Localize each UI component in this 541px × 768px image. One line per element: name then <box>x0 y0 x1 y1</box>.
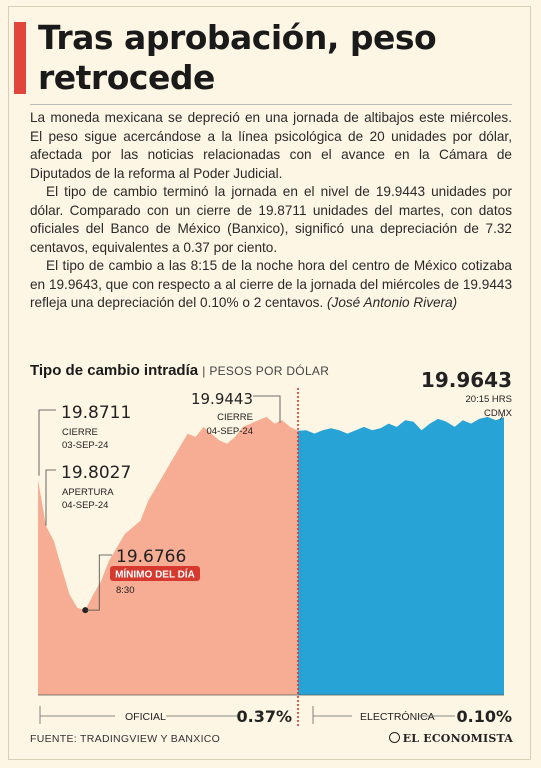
label-electronica-line1: 20:15 HRS <box>466 394 512 405</box>
label-apertura-line1: APERTURA <box>62 487 114 498</box>
author-credit: (José Antonio Rivera) <box>327 295 458 310</box>
chart-subtitle: | PESOS POR DÓLAR <box>202 364 330 378</box>
footer-pct-electronica: 0.10% <box>456 707 512 726</box>
chart-title-text: Tipo de cambio intradía <box>30 362 199 379</box>
paragraph-3: El tipo de cambio a las 8:15 de la noche… <box>30 257 512 313</box>
article-body: La moneda mexicana se depreció en una jo… <box>30 109 512 313</box>
leader-apertura <box>45 469 56 526</box>
leader-cierre-prev <box>38 409 56 476</box>
label-minimo-time: 8:30 <box>116 585 135 596</box>
label-electronica-line2: CDMX <box>484 408 513 419</box>
leader-minimo <box>85 554 112 611</box>
label-minimo-value: 19.6766 <box>116 547 186 567</box>
headline: Tras aprobación, peso retrocede <box>38 18 437 97</box>
footer-label-oficial: OFICIAL <box>125 711 166 723</box>
label-electronica-value: 19.9643 <box>421 368 512 392</box>
label-minimo-tag: MÍNIMO DEL DÍA <box>115 568 195 581</box>
leader-electronica <box>499 415 504 421</box>
paragraph-3-text: El tipo de cambio a las 8:15 de la noche… <box>30 258 512 310</box>
chart-title: Tipo de cambio intradía | PESOS POR DÓLA… <box>30 362 329 379</box>
publisher-logo: EL ECONOMISTA <box>388 732 513 745</box>
frame <box>8 6 531 760</box>
minimo-tag-bg <box>110 566 200 581</box>
footer-pct-oficial: 0.37% <box>236 707 292 726</box>
area-electronica <box>298 416 504 695</box>
label-cierre-value: 19.9443 <box>191 390 253 408</box>
label-apertura-line2: 04-SEP-24 <box>62 500 108 511</box>
footer-label-electronica: ELECTRÓNICA <box>360 710 435 723</box>
label-apertura-value: 19.8027 <box>61 463 131 483</box>
headline-accent-bar <box>14 22 26 94</box>
area-oficial <box>38 416 298 695</box>
headline-rule <box>30 104 512 105</box>
label-cierre-prev-value: 19.8711 <box>61 403 131 423</box>
logo-mark-icon <box>388 732 400 743</box>
source-note: FUENTE: TRADINGVIEW Y BANXICO <box>30 733 221 745</box>
leader-cierre <box>253 395 281 423</box>
label-cierre-line2: 04-SEP-24 <box>207 426 253 437</box>
paragraph-1: La moneda mexicana se depreció en una jo… <box>30 110 512 181</box>
label-cierre-prev-line1: CIERRE <box>62 427 98 438</box>
paragraph-2: El tipo de cambio terminó la jornada en … <box>30 184 512 255</box>
label-cierre-line1: CIERRE <box>217 412 253 423</box>
publisher-logo-text: EL ECONOMISTA <box>402 732 513 745</box>
label-cierre-prev-line2: 03-SEP-24 <box>62 440 108 451</box>
